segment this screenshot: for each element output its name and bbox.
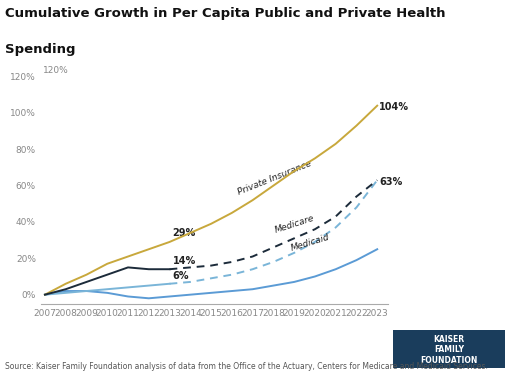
Text: KAISER: KAISER — [432, 335, 464, 344]
Text: FOUNDATION: FOUNDATION — [419, 356, 476, 365]
Text: 29%: 29% — [173, 228, 195, 238]
Text: 6%: 6% — [173, 271, 189, 281]
Text: Cumulative Growth in Per Capita Public and Private Health: Cumulative Growth in Per Capita Public a… — [5, 8, 445, 21]
Text: 14%: 14% — [173, 256, 195, 267]
Text: Private Insurance: Private Insurance — [236, 159, 312, 197]
Text: FAMILY: FAMILY — [433, 345, 463, 354]
Text: 63%: 63% — [379, 177, 402, 187]
Text: Medicaid: Medicaid — [290, 232, 330, 253]
Text: 120%: 120% — [43, 66, 69, 75]
Text: 104%: 104% — [379, 102, 409, 112]
Text: Source: Kaiser Family Foundation analysis of data from the Office of the Actuary: Source: Kaiser Family Foundation analysi… — [5, 362, 487, 371]
Text: Medicare: Medicare — [273, 214, 315, 235]
Text: Spending: Spending — [5, 43, 75, 56]
